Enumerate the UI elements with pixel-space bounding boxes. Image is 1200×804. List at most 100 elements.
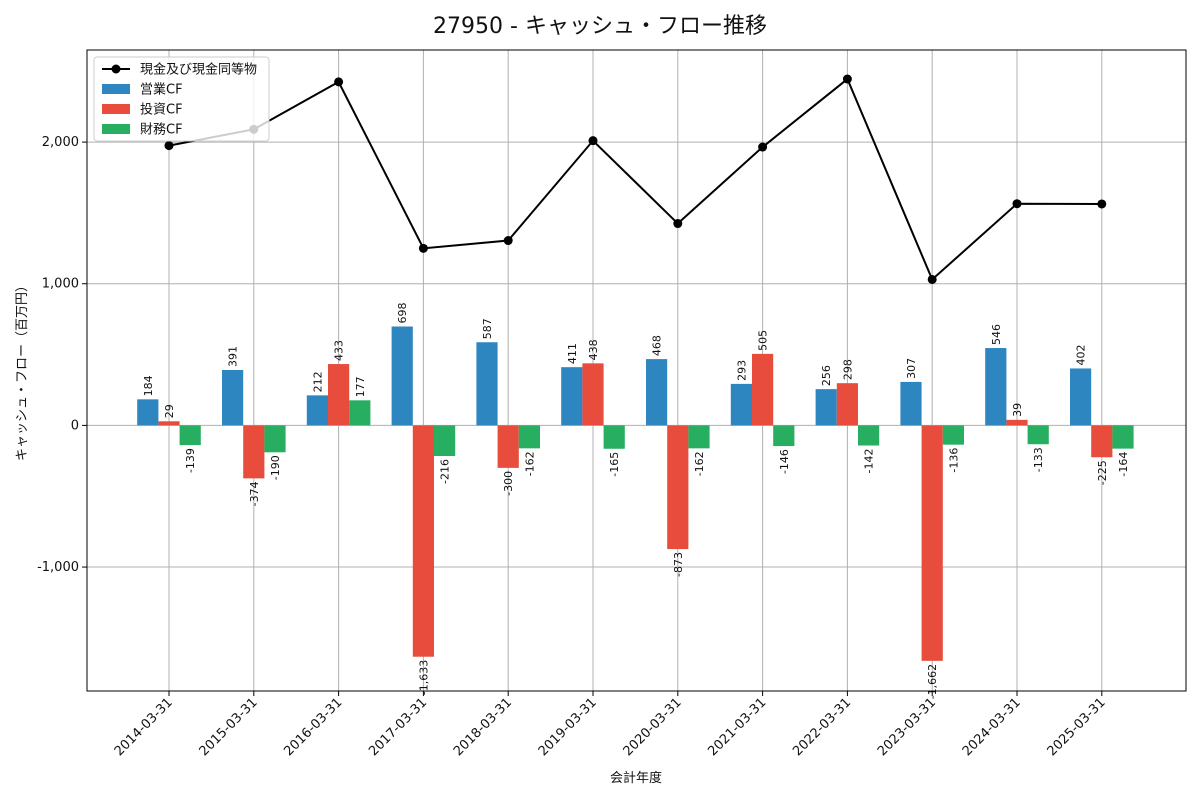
- y-tick-label: 2,000: [42, 135, 79, 150]
- bar-value-label: -165: [608, 452, 621, 477]
- labels-layer: 184 391 212 698 587 411 468 293 256 307 546 402 29 -3…: [142, 303, 1130, 700]
- bar: [264, 425, 286, 453]
- bar: [773, 425, 795, 447]
- legend-label: 投資CF: [140, 102, 183, 118]
- bar: [222, 370, 244, 426]
- bar-value-label: -162: [693, 451, 706, 476]
- bar-value-label: -873: [672, 552, 685, 577]
- cash-point: [164, 141, 174, 151]
- bar-value-label: -216: [439, 459, 452, 484]
- bar: [1006, 419, 1028, 426]
- x-tick-label: 2022-03-31: [790, 695, 854, 759]
- bar-value-label: 438: [587, 339, 600, 360]
- x-tick-label: 2014-03-31: [112, 695, 176, 759]
- bar: [179, 425, 201, 446]
- grid-layer: [87, 50, 1186, 691]
- bar: [646, 359, 668, 426]
- bar: [137, 399, 159, 426]
- bar: [434, 425, 456, 456]
- legend-label: 財務CF: [140, 123, 183, 138]
- bar-value-label: 39: [1011, 403, 1024, 417]
- bar: [349, 400, 371, 426]
- bar: [328, 364, 350, 426]
- chart-title: 27950 - キャッシュ・フロー推移: [433, 14, 767, 39]
- bar-value-label: 29: [163, 404, 176, 418]
- cash-point: [758, 142, 768, 152]
- cash-point: [1012, 199, 1022, 209]
- bar: [921, 425, 943, 661]
- legend-swatch: [102, 104, 130, 114]
- x-tick-label: 2021-03-31: [705, 695, 769, 759]
- y-tick-label: 0: [71, 418, 79, 433]
- bar-value-label: -162: [523, 451, 536, 476]
- bar: [815, 389, 837, 426]
- bar-value-label: -139: [184, 448, 197, 473]
- bar: [158, 421, 180, 426]
- y-tick-label: 1,000: [42, 277, 79, 292]
- x-tick-label: 2023-03-31: [875, 695, 939, 759]
- axes-layer: -1,000 0 1,000 2,000 2014-03-31 2015-03-31 201…: [37, 135, 1109, 759]
- bar-value-label: -146: [778, 449, 791, 474]
- cash-line: [168, 77, 1102, 282]
- bar: [603, 425, 625, 449]
- bar: [836, 383, 858, 426]
- bar: [561, 367, 583, 426]
- bar-value-label: -142: [863, 449, 876, 474]
- bar-value-label: 256: [820, 365, 833, 386]
- bar: [518, 425, 540, 449]
- legend-swatch: [102, 124, 130, 134]
- legend-marker: [111, 64, 121, 74]
- legend-label: 現金及び現金同等物: [140, 62, 257, 78]
- bar-value-label: -190: [269, 455, 282, 480]
- bar-value-label: -133: [1032, 447, 1045, 472]
- legend-box: [93, 56, 270, 142]
- bar: [306, 395, 328, 426]
- bar: [688, 425, 710, 449]
- bar: [1091, 425, 1113, 458]
- y-tick-label: -1,000: [37, 560, 79, 575]
- bar: [391, 326, 413, 426]
- bar: [667, 425, 689, 550]
- bar-value-label: -136: [947, 448, 960, 473]
- bar: [752, 353, 774, 426]
- bar: [1112, 425, 1134, 449]
- cash-point: [503, 236, 513, 246]
- bar-value-label: 505: [757, 330, 770, 351]
- x-tick-label: 2017-03-31: [366, 695, 430, 759]
- bar-value-label: -164: [1117, 452, 1130, 477]
- bars-layer: [137, 326, 1134, 661]
- bar-value-label: -300: [502, 471, 515, 496]
- cash-point: [1097, 199, 1107, 209]
- bar-value-label: 587: [481, 318, 494, 339]
- bar: [1070, 368, 1092, 426]
- bar: [1027, 425, 1049, 445]
- y-axis-label: キャッシュ・フロー（百万円）: [15, 279, 30, 461]
- bar-value-label: 298: [841, 359, 854, 380]
- cash-point: [842, 74, 852, 84]
- bar: [858, 425, 880, 446]
- plot-frame: [86, 49, 1187, 692]
- legend-label: 営業CF: [140, 82, 183, 98]
- bar: [730, 383, 752, 426]
- bar-value-label: 411: [566, 343, 579, 364]
- bar-value-label: -374: [248, 481, 261, 506]
- legend-swatch: [102, 84, 130, 94]
- bar: [582, 363, 604, 426]
- bar-value-label: 307: [905, 358, 918, 379]
- x-tick-label: 2018-03-31: [451, 695, 515, 759]
- x-tick-label: 2020-03-31: [621, 695, 685, 759]
- bar: [476, 342, 498, 426]
- x-tick-label: 2025-03-31: [1045, 695, 1109, 759]
- bar-value-label: 468: [651, 335, 664, 356]
- bar-value-label: -225: [1096, 460, 1109, 485]
- bar-value-label: 546: [990, 324, 1003, 345]
- x-tick-label: 2019-03-31: [536, 695, 600, 759]
- bar-value-label: 433: [333, 340, 346, 361]
- cash-point: [418, 243, 428, 253]
- bar-value-label: 212: [311, 371, 324, 392]
- bar: [243, 425, 265, 479]
- bar-value-label: 177: [354, 376, 367, 397]
